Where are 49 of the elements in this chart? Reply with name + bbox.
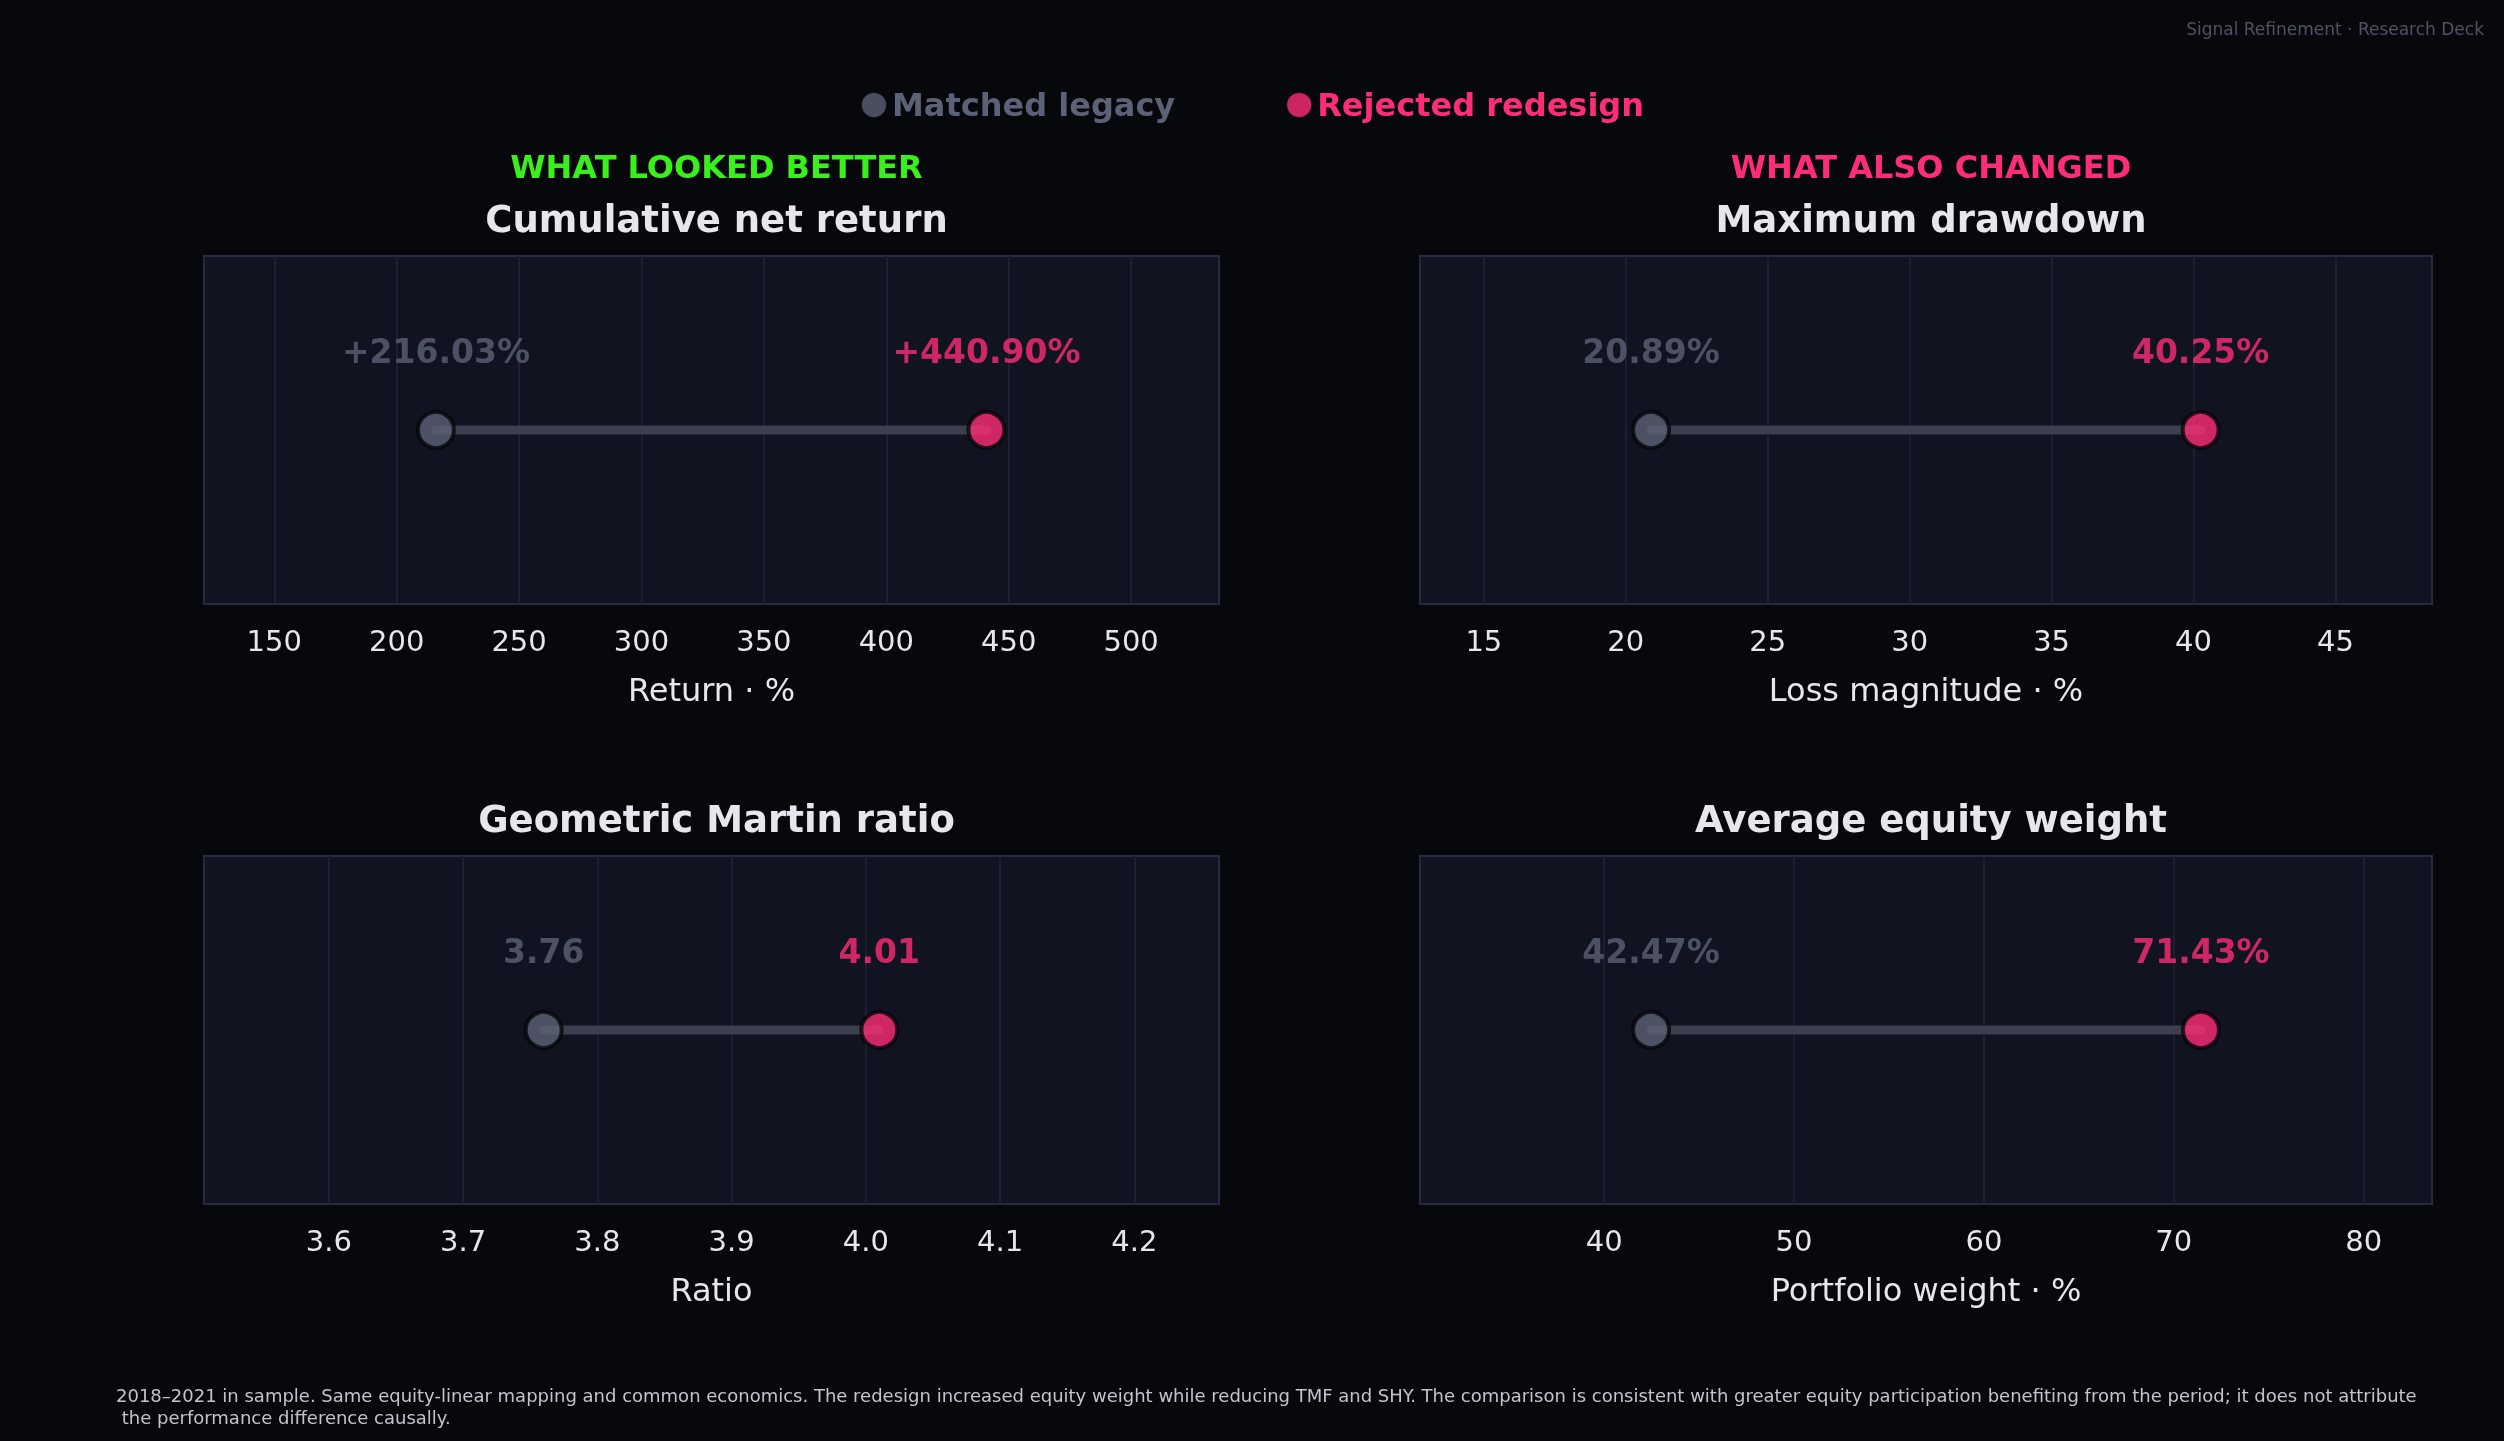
chart-subtitle: WHAT ALSO CHANGED: [1730, 148, 2132, 186]
x-tick-label: 4.1: [977, 1223, 1024, 1258]
x-tick-label: 400: [858, 623, 914, 658]
x-tick-label: 500: [1103, 623, 1159, 658]
x-tick-label: 450: [981, 623, 1037, 658]
chart-subtitle: WHAT LOOKED BETTER: [510, 148, 923, 186]
chart-title: Average equity weight: [1695, 798, 2167, 841]
chart-title: Geometric Martin ratio: [478, 798, 955, 841]
data-label: 40.25%: [2131, 332, 2270, 371]
x-tick-label: 150: [246, 623, 302, 658]
x-tick-label: 15: [1465, 623, 1503, 658]
x-tick-label: 250: [491, 623, 547, 658]
x-tick-label: 200: [368, 623, 425, 658]
x-tick-label: 70: [2155, 1223, 2193, 1258]
x-tick-label: 3.7: [440, 1223, 487, 1258]
x-axis-title: Portfolio weight · %: [1770, 1271, 2082, 1309]
text: 2018–2021 in sample. Same equity-linear mapping and common economics. The redesign increased equity weight while reducing TMF and SHY. The comparison is consistent with greater equity participation benefiting from the period; it does not attribute the performance difference causally.: [116, 1384, 2417, 1428]
x-axis-title: Return · %: [627, 671, 796, 709]
x-tick-label: 45: [2317, 623, 2354, 658]
chart-title: Maximum drawdown: [1715, 198, 2147, 241]
x-tick-label: 35: [2033, 623, 2071, 658]
x-tick-label: 3.8: [574, 1223, 621, 1258]
x-tick-label: 40: [1585, 1223, 1623, 1258]
x-tick-label: 25: [1749, 623, 1787, 658]
x-tick-label: 20: [1607, 623, 1645, 658]
x-tick-label: 350: [736, 623, 792, 658]
x-tick-label: 60: [1965, 1223, 2003, 1258]
data-label: +440.90%: [892, 332, 1081, 371]
x-tick-label: 40: [2175, 623, 2212, 658]
data-label: 20.89%: [1582, 332, 1720, 371]
x-axis-title: Loss magnitude · %: [1768, 671, 2084, 709]
x-tick-label: 30: [1891, 623, 1929, 658]
data-label: 3.76: [502, 932, 585, 971]
x-tick-label: 4.0: [842, 1223, 889, 1258]
x-tick-label: 3.9: [708, 1223, 755, 1258]
data-label: 71.43%: [2132, 932, 2270, 971]
text: Signal Refinement · Research Deck: [2186, 18, 2485, 39]
data-label: 42.47%: [1582, 932, 1720, 971]
legend-label: Rejected redesign: [1317, 86, 1645, 124]
x-tick-label: 80: [2345, 1223, 2383, 1258]
x-axis-title: Ratio: [670, 1271, 753, 1309]
x-tick-label: 300: [613, 623, 670, 658]
data-label: 4.01: [838, 932, 921, 971]
x-tick-label: 50: [1775, 1223, 1813, 1258]
x-tick-label: 4.2: [1111, 1223, 1158, 1258]
chart-title: Cumulative net return: [485, 198, 948, 241]
x-tick-label: 3.6: [305, 1223, 352, 1258]
data-label: +216.03%: [341, 332, 530, 371]
legend-label: Matched legacy: [891, 86, 1176, 124]
